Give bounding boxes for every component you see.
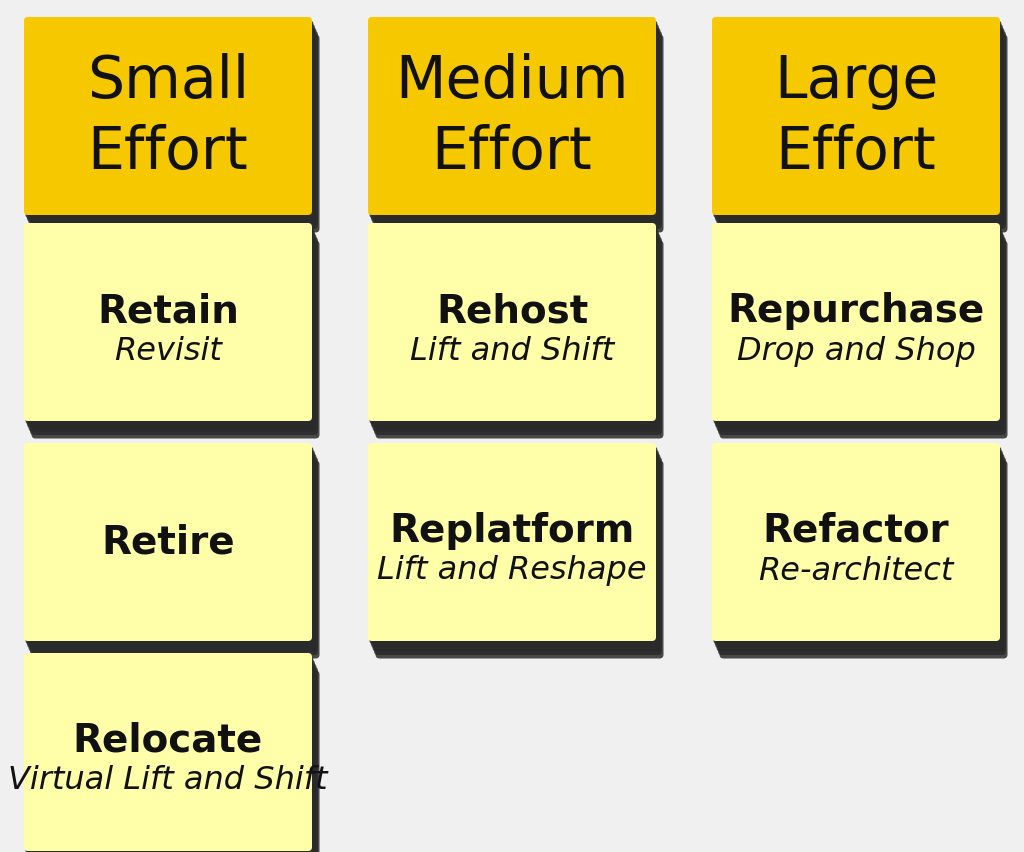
- Text: Small
Effort: Small Effort: [87, 53, 249, 181]
- Text: Rehost: Rehost: [436, 291, 588, 330]
- FancyBboxPatch shape: [30, 238, 318, 435]
- FancyBboxPatch shape: [27, 451, 315, 648]
- FancyBboxPatch shape: [374, 238, 662, 435]
- FancyBboxPatch shape: [717, 28, 1005, 227]
- FancyBboxPatch shape: [712, 444, 1000, 642]
- FancyBboxPatch shape: [24, 653, 312, 851]
- FancyBboxPatch shape: [373, 28, 660, 227]
- Text: Refactor: Refactor: [763, 511, 949, 550]
- FancyBboxPatch shape: [371, 231, 659, 429]
- Text: Lift and Reshape: Lift and Reshape: [377, 555, 647, 586]
- FancyBboxPatch shape: [370, 227, 657, 425]
- Text: Drop and Shop: Drop and Shop: [736, 335, 976, 366]
- FancyBboxPatch shape: [24, 18, 312, 216]
- FancyBboxPatch shape: [26, 21, 313, 219]
- FancyBboxPatch shape: [376, 241, 664, 439]
- FancyBboxPatch shape: [370, 21, 657, 219]
- Text: Lift and Shift: Lift and Shift: [410, 335, 614, 366]
- Text: Re-architect: Re-architect: [759, 555, 953, 586]
- FancyBboxPatch shape: [27, 25, 315, 222]
- FancyBboxPatch shape: [720, 461, 1008, 659]
- Text: Retire: Retire: [101, 523, 234, 561]
- Text: Relocate: Relocate: [73, 721, 263, 759]
- FancyBboxPatch shape: [374, 458, 662, 655]
- FancyBboxPatch shape: [368, 18, 656, 216]
- FancyBboxPatch shape: [29, 234, 316, 432]
- FancyBboxPatch shape: [718, 458, 1006, 655]
- FancyBboxPatch shape: [370, 447, 657, 645]
- FancyBboxPatch shape: [371, 25, 659, 222]
- FancyBboxPatch shape: [29, 454, 316, 652]
- FancyBboxPatch shape: [29, 28, 316, 227]
- FancyBboxPatch shape: [714, 21, 1001, 219]
- FancyBboxPatch shape: [24, 444, 312, 642]
- FancyBboxPatch shape: [27, 231, 315, 429]
- FancyBboxPatch shape: [373, 454, 660, 652]
- FancyBboxPatch shape: [717, 234, 1005, 432]
- FancyBboxPatch shape: [26, 657, 313, 852]
- FancyBboxPatch shape: [714, 227, 1001, 425]
- Text: Retain: Retain: [97, 291, 239, 330]
- FancyBboxPatch shape: [715, 231, 1002, 429]
- Text: Virtual Lift and Shift: Virtual Lift and Shift: [8, 764, 328, 796]
- FancyBboxPatch shape: [718, 238, 1006, 435]
- FancyBboxPatch shape: [29, 664, 316, 852]
- FancyBboxPatch shape: [30, 667, 318, 852]
- FancyBboxPatch shape: [27, 660, 315, 852]
- FancyBboxPatch shape: [26, 447, 313, 645]
- FancyBboxPatch shape: [376, 36, 664, 233]
- Text: Revisit: Revisit: [114, 335, 222, 366]
- FancyBboxPatch shape: [368, 444, 656, 642]
- Text: Medium
Effort: Medium Effort: [395, 53, 629, 181]
- FancyBboxPatch shape: [32, 36, 319, 233]
- FancyBboxPatch shape: [32, 461, 319, 659]
- FancyBboxPatch shape: [720, 36, 1008, 233]
- FancyBboxPatch shape: [30, 32, 318, 230]
- FancyBboxPatch shape: [712, 224, 1000, 422]
- FancyBboxPatch shape: [720, 241, 1008, 439]
- FancyBboxPatch shape: [32, 241, 319, 439]
- FancyBboxPatch shape: [30, 458, 318, 655]
- FancyBboxPatch shape: [26, 227, 313, 425]
- FancyBboxPatch shape: [368, 224, 656, 422]
- FancyBboxPatch shape: [371, 451, 659, 648]
- FancyBboxPatch shape: [24, 224, 312, 422]
- FancyBboxPatch shape: [373, 234, 660, 432]
- FancyBboxPatch shape: [717, 454, 1005, 652]
- Text: Repurchase: Repurchase: [727, 291, 985, 330]
- FancyBboxPatch shape: [714, 447, 1001, 645]
- FancyBboxPatch shape: [712, 18, 1000, 216]
- Text: Replatform: Replatform: [389, 511, 635, 550]
- FancyBboxPatch shape: [32, 671, 319, 852]
- FancyBboxPatch shape: [718, 32, 1006, 230]
- FancyBboxPatch shape: [376, 461, 664, 659]
- Text: Large
Effort: Large Effort: [774, 53, 938, 181]
- FancyBboxPatch shape: [715, 25, 1002, 222]
- FancyBboxPatch shape: [715, 451, 1002, 648]
- FancyBboxPatch shape: [374, 32, 662, 230]
